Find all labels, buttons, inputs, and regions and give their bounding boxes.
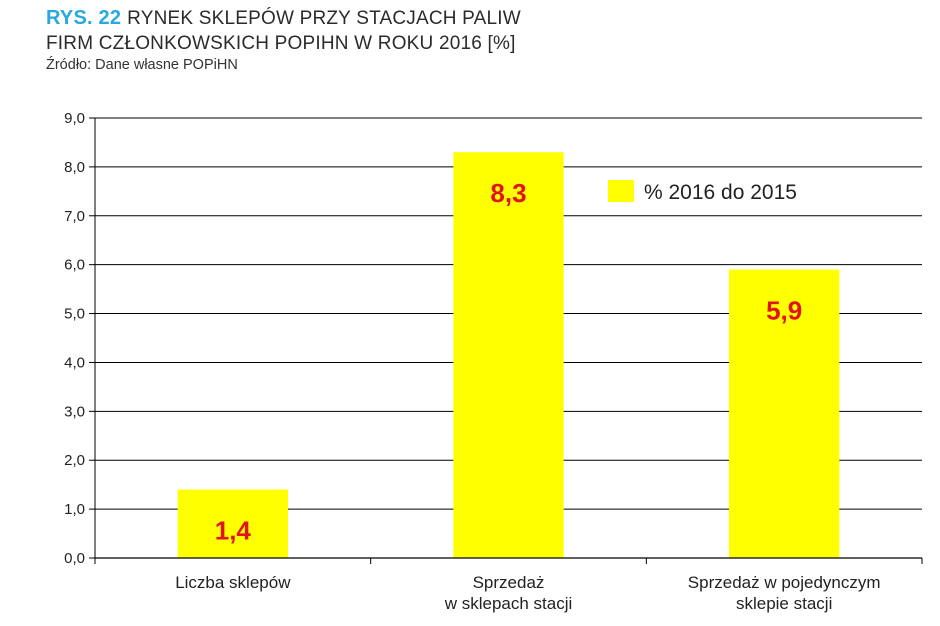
chart-title-1: RYNEK SKLEPÓW PRZY STACJACH PALIW	[127, 8, 521, 29]
category-label: Liczba sklepów	[175, 573, 291, 592]
chart-source: Źródło: Dane własne POPiHN	[46, 57, 238, 73]
y-tick-label: 6,0	[64, 257, 85, 274]
y-tick-label: 7,0	[64, 208, 85, 225]
y-tick-label: 0,0	[64, 550, 85, 567]
category-label: Sprzedaż w pojedynczym sklepie stacji	[688, 573, 881, 613]
category-label: Sprzedaż w sklepach stacji	[444, 573, 573, 613]
data-label: 5,9	[766, 296, 802, 326]
y-tick-label: 1,0	[64, 501, 85, 518]
y-tick-label: 8,0	[64, 159, 85, 176]
figure-number: RYS. 22	[46, 7, 122, 29]
y-tick-label: 3,0	[64, 403, 85, 420]
y-axis: 0,0 1,0 2,0 3,0 4,0 5,0 6,0 7,0 8,0 9,0	[64, 110, 96, 567]
bars: 1,4 8,3 5,9	[177, 152, 840, 558]
title-line-1: RYS. 22 RYNEK SKLEPÓW PRZY STACJACH PALIW	[46, 6, 521, 31]
y-tick-label: 4,0	[64, 354, 85, 371]
data-label: 1,4	[215, 516, 252, 546]
bar	[177, 489, 288, 558]
chart-header: RYS. 22 RYNEK SKLEPÓW PRZY STACJACH PALIW…	[46, 6, 521, 73]
chart-title-2: FIRM CZŁONKOWSKICH POPIHN W ROKU 2016 [%…	[46, 33, 516, 54]
bar	[453, 152, 564, 558]
y-tick-label: 5,0	[64, 306, 85, 323]
legend: % 2016 do 2015	[608, 180, 797, 204]
bar	[729, 269, 840, 558]
y-tick-label: 9,0	[64, 110, 85, 127]
legend-swatch	[608, 180, 634, 202]
data-label: 8,3	[490, 178, 526, 208]
legend-label: % 2016 do 2015	[644, 181, 797, 204]
y-tick-label: 2,0	[64, 452, 85, 469]
x-axis: Liczba sklepów Sprzedaż w sklepach stacji S…	[94, 557, 923, 613]
